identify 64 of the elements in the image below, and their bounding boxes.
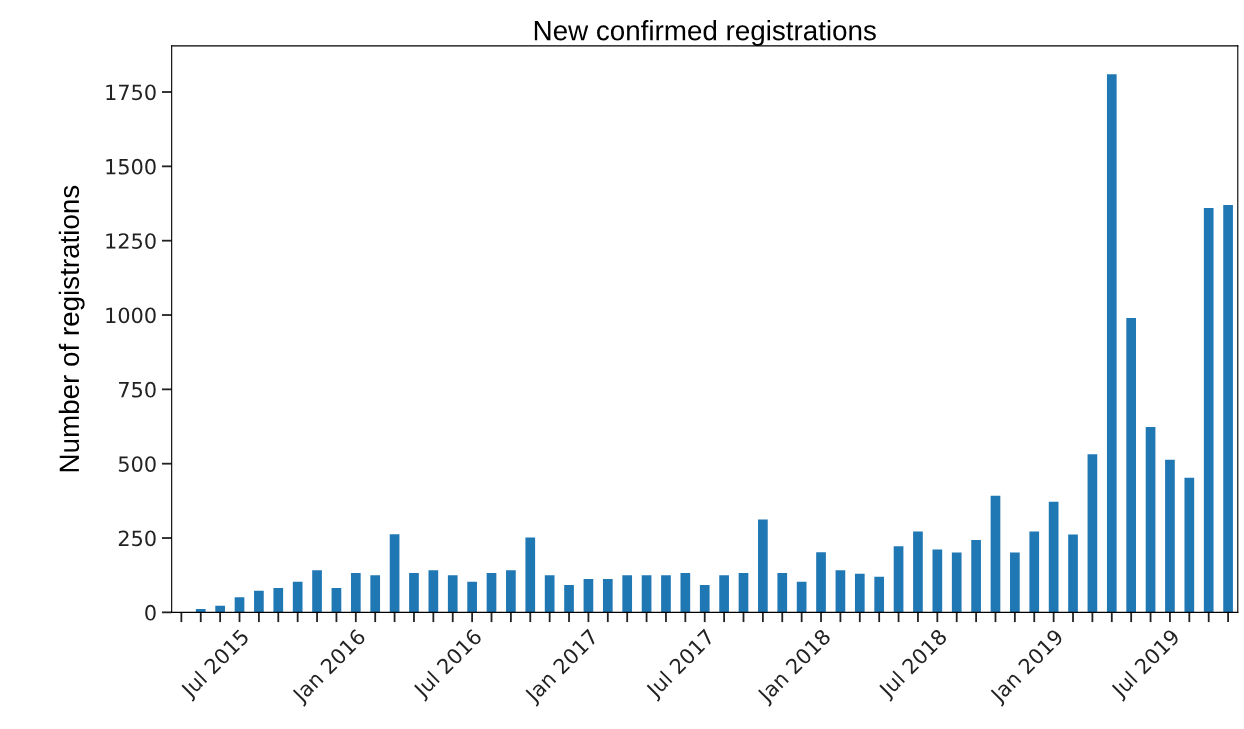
bar <box>331 587 342 613</box>
bar <box>428 570 439 613</box>
y-tick-label: 1500 <box>106 158 156 175</box>
bar <box>409 573 419 613</box>
y-tick-label: 1750 <box>106 84 156 101</box>
bar <box>777 573 788 613</box>
bar <box>1106 74 1117 613</box>
bar <box>389 534 400 613</box>
bar <box>661 575 671 613</box>
bar <box>699 585 710 613</box>
bar <box>758 519 768 613</box>
bar <box>835 570 846 613</box>
bar <box>1203 207 1214 613</box>
bar <box>544 575 555 613</box>
y-tick-label: 1000 <box>106 307 156 324</box>
bar <box>1010 552 1020 613</box>
bar <box>1145 427 1156 613</box>
bar <box>1068 534 1078 613</box>
bar <box>990 495 1001 613</box>
y-tick-label: 0 <box>145 604 156 621</box>
bar <box>971 540 981 613</box>
y-tick-label: 750 <box>119 381 156 398</box>
bar <box>1126 317 1137 613</box>
bar <box>506 570 516 613</box>
bar <box>564 585 574 613</box>
y-tick-label: 1250 <box>106 233 156 249</box>
bar <box>486 573 497 613</box>
bar <box>273 587 284 613</box>
bar <box>312 570 322 613</box>
bar <box>467 581 477 613</box>
bar <box>195 609 206 613</box>
bar <box>738 573 749 613</box>
bar <box>292 581 303 613</box>
bar <box>370 575 381 613</box>
bar <box>1087 454 1098 613</box>
y-tick-label: 250 <box>118 530 156 547</box>
bar <box>816 552 826 613</box>
bar <box>680 573 691 613</box>
bar <box>854 573 865 613</box>
bar <box>1184 477 1195 613</box>
bar <box>234 597 245 613</box>
bar <box>525 537 536 613</box>
bar <box>1223 205 1233 613</box>
bar <box>622 575 633 613</box>
bar <box>641 575 652 613</box>
bar <box>893 546 904 613</box>
bar <box>1029 531 1040 613</box>
chart-title: New confirmed registrations <box>534 20 876 46</box>
bar <box>1048 501 1059 613</box>
bar <box>874 576 885 613</box>
bar <box>583 579 594 613</box>
bar <box>951 552 962 613</box>
bar <box>350 573 361 613</box>
bar <box>796 581 807 613</box>
bar <box>254 590 264 613</box>
bar <box>1165 459 1175 613</box>
bar <box>719 575 729 613</box>
bar <box>913 531 923 613</box>
bar <box>932 549 943 613</box>
y-axis-title: Number of registrations <box>58 185 85 472</box>
y-tick-label: 500 <box>118 456 156 472</box>
bar <box>602 579 613 613</box>
bar <box>447 575 458 613</box>
bar <box>215 605 225 613</box>
